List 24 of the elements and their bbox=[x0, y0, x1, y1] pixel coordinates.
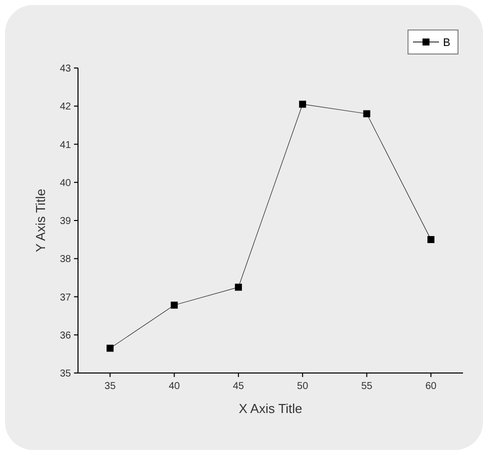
x-tick-label: 40 bbox=[168, 381, 180, 392]
point bbox=[427, 236, 434, 244]
y-tick-label: 41 bbox=[60, 140, 72, 151]
point bbox=[363, 110, 370, 118]
point bbox=[170, 302, 178, 309]
y-tick-label: 40 bbox=[60, 178, 72, 189]
point bbox=[106, 344, 114, 352]
y-tick-label: 39 bbox=[60, 216, 72, 227]
x-tick-label: 60 bbox=[425, 381, 437, 392]
point bbox=[234, 284, 242, 291]
y-tick-label: 37 bbox=[60, 292, 72, 304]
x-axis-title: X Axis Title bbox=[238, 401, 302, 416]
y-tick-label: 36 bbox=[60, 330, 72, 342]
y-tick-label: 42 bbox=[60, 102, 72, 113]
point bbox=[299, 100, 306, 108]
y-axis-title: Y Axis Title bbox=[33, 188, 48, 252]
x-tick-label: 35 bbox=[104, 381, 116, 392]
x-tick-label: 45 bbox=[232, 381, 244, 392]
y-tick-label: 43 bbox=[60, 64, 72, 74]
legend-label: B bbox=[443, 37, 450, 49]
y-tick-label: 38 bbox=[60, 254, 72, 266]
y-tick-label: 35 bbox=[60, 368, 72, 380]
x-tick-label: 55 bbox=[361, 381, 373, 392]
x-tick-label: 50 bbox=[297, 381, 309, 392]
